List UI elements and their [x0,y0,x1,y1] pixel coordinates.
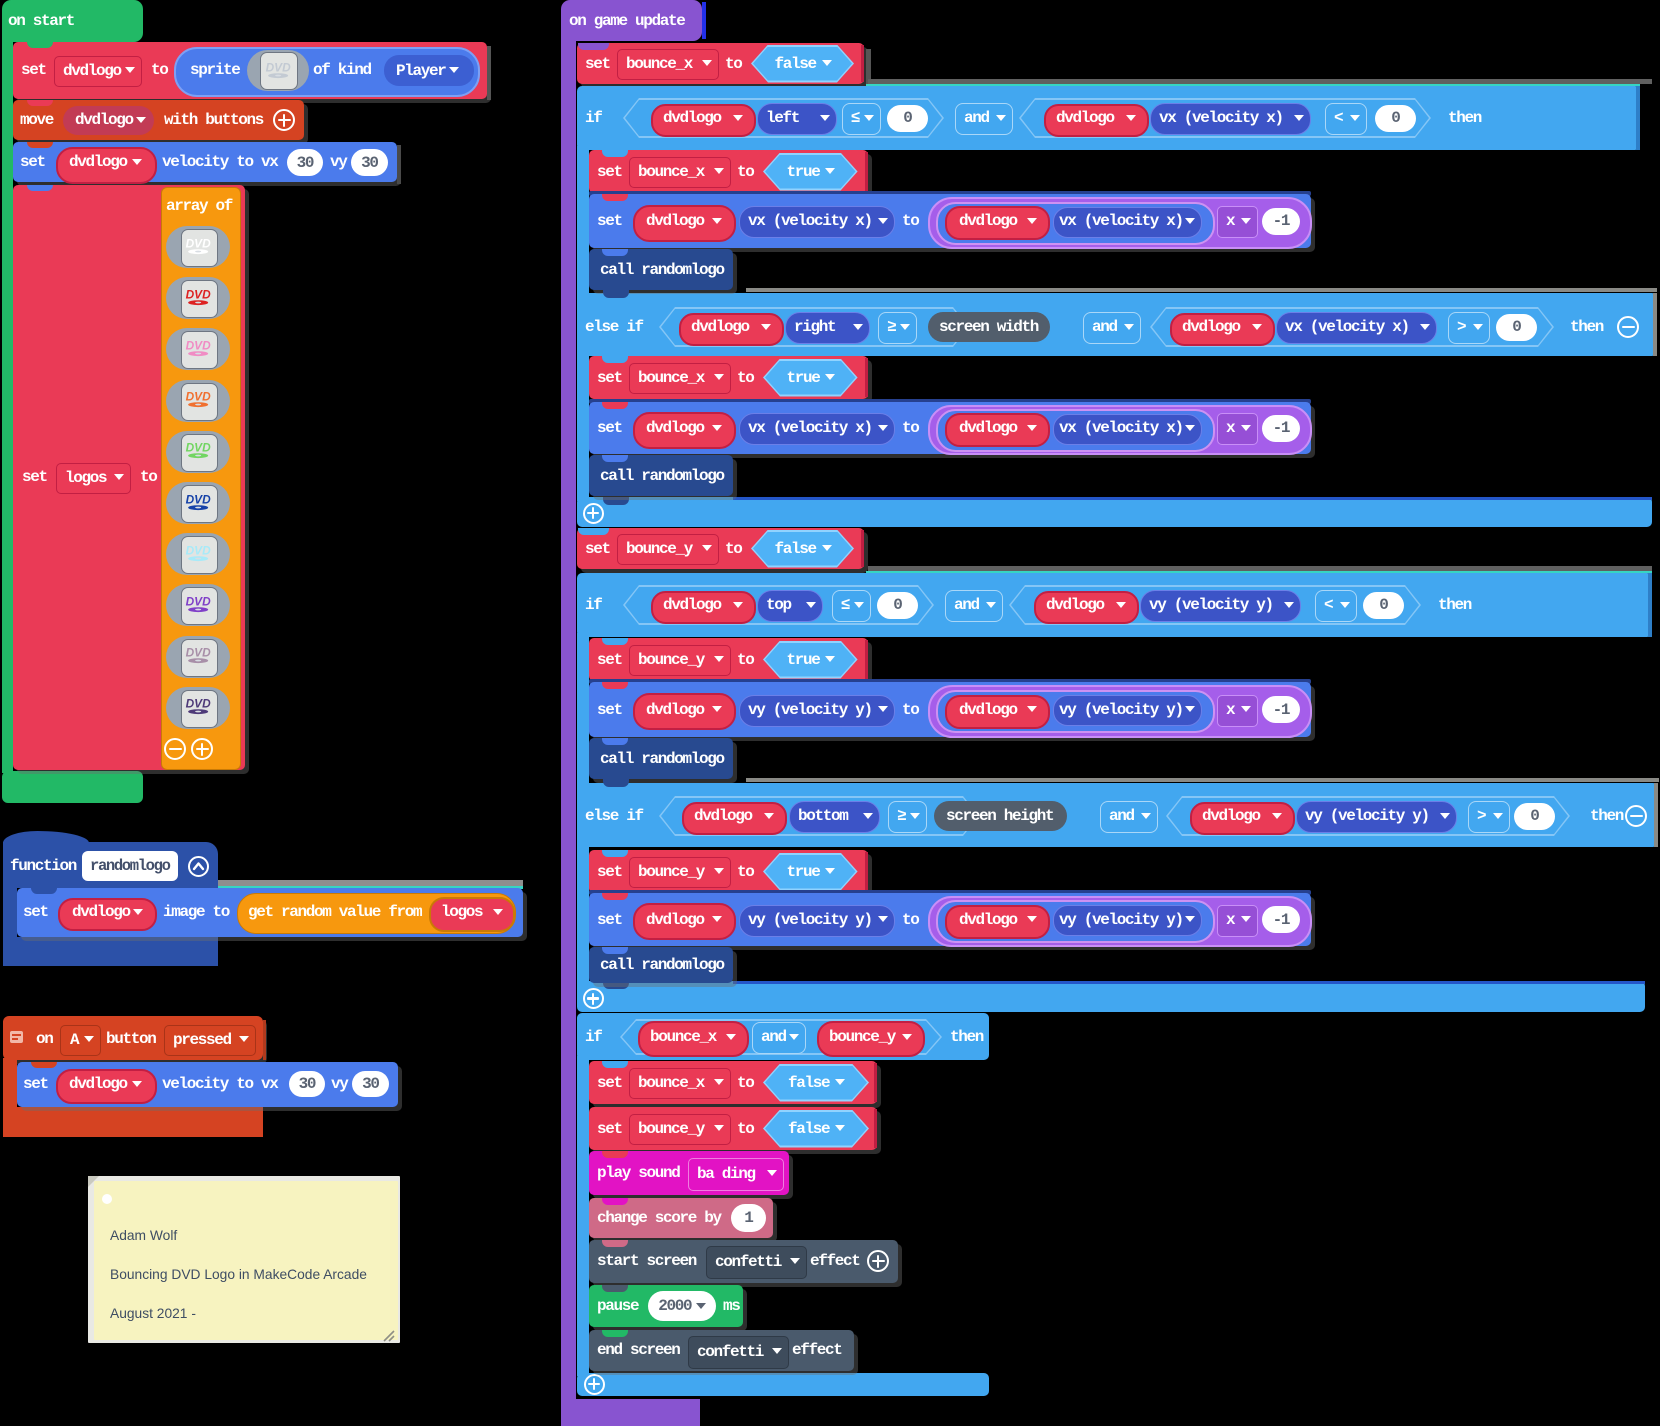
svg-text:DVD: DVD [185,646,210,660]
svg-text:DVD: DVD [185,594,210,608]
svg-text:DVD: DVD [265,60,290,74]
svg-text:DVD: DVD [185,287,210,301]
svg-text:DVD: DVD [185,236,210,250]
svg-text:DVD: DVD [185,697,210,711]
svg-text:DVD: DVD [185,543,210,557]
svg-text:DVD: DVD [185,338,210,352]
svg-text:DVD: DVD [185,492,210,506]
svg-text:DVD: DVD [185,390,210,404]
svg-text:DVD: DVD [185,441,210,455]
